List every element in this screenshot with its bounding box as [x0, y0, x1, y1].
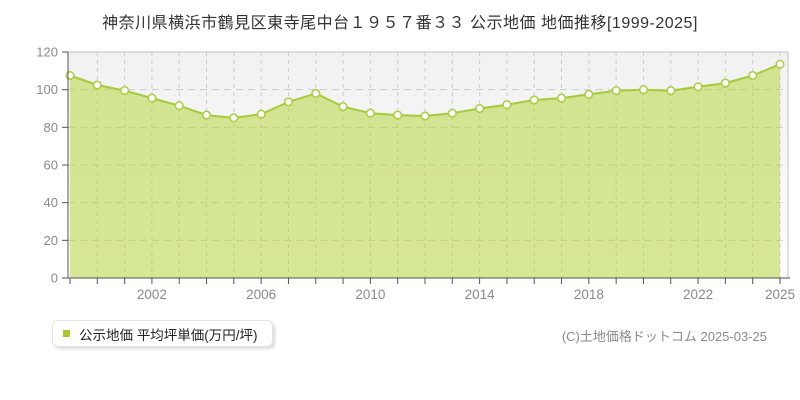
x-tick-label: 2018	[574, 287, 604, 302]
data-point-2006	[256, 109, 266, 119]
y-tick-label: 0	[51, 271, 58, 286]
copyright-text: (C)土地価格ドットコム 2025-03-25	[561, 329, 767, 344]
y-tick-label: 100	[36, 82, 58, 97]
x-tick-label: 2014	[465, 287, 496, 302]
y-tick-label: 40	[44, 195, 58, 210]
data-point-2013	[447, 108, 457, 118]
page-title: 神奈川県横浜市鶴見区東寺尾中台１９５７番３３ 公示地価 地価推移[1999-20…	[102, 15, 698, 32]
data-point-2001	[120, 86, 130, 96]
data-point-2012	[420, 111, 430, 121]
data-point-2003	[174, 101, 184, 111]
data-point-2002	[147, 93, 157, 103]
data-point-2014	[475, 103, 485, 114]
data-point-2004	[201, 110, 212, 120]
data-point-2005	[229, 113, 239, 123]
x-tick-label: 2006	[246, 287, 276, 302]
data-point-2017	[556, 93, 567, 103]
data-point-2007	[283, 97, 294, 107]
data-point-1999	[65, 70, 75, 81]
data-point-2025	[775, 59, 785, 69]
legend: 公示地価 平均坪単価(万円/坪)	[52, 320, 273, 347]
data-point-2016	[529, 95, 539, 105]
x-tick-label: 2025	[765, 287, 795, 302]
x-tick-label: 2002	[137, 287, 167, 302]
x-tick-label: 2022	[683, 287, 713, 302]
y-tick-label: 80	[44, 120, 58, 135]
data-point-2009	[338, 102, 348, 112]
legend-marker-icon	[63, 330, 70, 337]
data-point-2011	[393, 110, 403, 120]
y-tick-label: 60	[44, 158, 58, 173]
data-point-2023	[720, 78, 730, 88]
data-point-2022	[693, 82, 703, 92]
data-point-2010	[365, 108, 375, 118]
x-tick-label: 2010	[355, 287, 385, 302]
data-point-2008	[311, 88, 321, 98]
y-tick-label: 20	[44, 233, 58, 248]
data-point-2019	[611, 86, 621, 96]
data-point-2020	[638, 85, 649, 95]
data-point-2015	[502, 100, 512, 110]
data-point-2018	[584, 89, 594, 99]
data-point-2024	[748, 70, 758, 81]
series-area	[70, 64, 780, 278]
data-point-2000	[92, 80, 102, 90]
y-tick-label: 120	[36, 45, 58, 60]
data-point-2021	[666, 86, 676, 96]
legend-label: 公示地価 平均坪単価(万円/坪)	[79, 327, 258, 343]
